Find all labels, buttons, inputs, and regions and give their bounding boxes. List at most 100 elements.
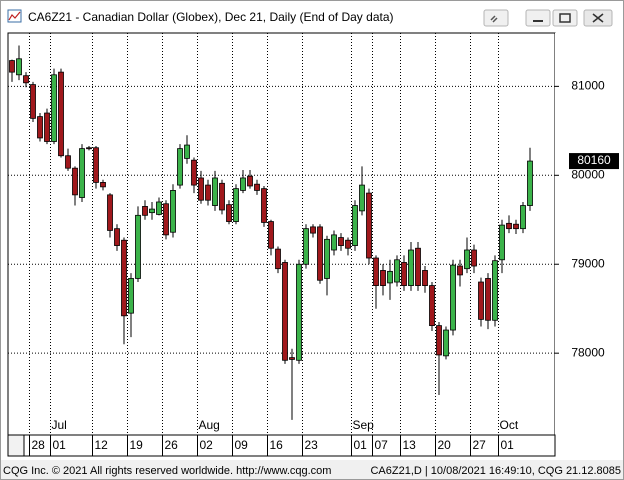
candle-body [79, 148, 85, 198]
candle-body [492, 260, 498, 321]
candle-body [450, 264, 456, 331]
candle-body [254, 183, 260, 191]
maximize-button[interactable] [552, 9, 578, 27]
month-label: Sep [353, 418, 375, 432]
month-label: Jul [52, 418, 67, 432]
candle-body [198, 177, 204, 201]
candle-body [464, 249, 470, 270]
candle-body [135, 214, 141, 279]
candle-body [373, 257, 379, 286]
y-tick-label: 79000 [571, 256, 605, 270]
y-tick-label: 78000 [571, 345, 605, 359]
candle-body [240, 177, 246, 191]
candle-body [177, 148, 183, 186]
candle-body [86, 147, 92, 150]
candle-body [282, 262, 288, 361]
footer-status: CA6Z21,D | 10/08/2021 16:49:10, CQG 21.1… [370, 465, 621, 477]
candle-body [520, 205, 526, 230]
x-tick-label: 07 [375, 438, 389, 452]
candle-body [184, 144, 190, 159]
x-tick-label: 27 [473, 438, 487, 452]
candle-body [205, 184, 211, 201]
candle-body [163, 203, 169, 236]
candle-body [429, 285, 435, 327]
candle-body [345, 239, 351, 249]
candle-body [261, 188, 267, 223]
footer-bar [1, 460, 623, 479]
x-tick-label: 01 [501, 438, 515, 452]
candle-body [366, 192, 372, 259]
candle-body [310, 226, 316, 234]
y-tick-label: 81000 [571, 79, 605, 93]
candle-body [359, 184, 365, 212]
candle-body [212, 177, 218, 206]
title-buttons[interactable] [483, 9, 613, 27]
candle-body [422, 270, 428, 286]
candle-body [65, 155, 71, 169]
candle-body [191, 159, 197, 186]
candle-body [37, 116, 43, 139]
candle-body [23, 75, 29, 84]
chart-layer: 78000 79000 80000 81000 28 01 12 19 26 02 09 16 23 01… [8, 33, 619, 456]
candle-body [170, 190, 176, 233]
x-tick-label: 02 [200, 438, 214, 452]
candle-body [352, 205, 358, 246]
candle-body [226, 204, 232, 222]
candle-body [338, 237, 344, 246]
app-icon [7, 9, 22, 23]
x-tick-label: 16 [270, 438, 284, 452]
footer-copyright: CQG Inc. © 2021 All rights reserved worl… [3, 465, 331, 477]
candle-body [72, 167, 78, 196]
candle-body [289, 357, 295, 360]
candle-body [44, 112, 50, 142]
candle-body [387, 270, 393, 284]
candle-body [394, 259, 400, 283]
x-tick-label: 23 [305, 438, 319, 452]
candle-body [457, 265, 463, 276]
x-tick-label: 01 [53, 438, 67, 452]
candle-body [107, 194, 113, 231]
candle-body [233, 188, 239, 222]
candle-body [121, 239, 127, 317]
candle-body [114, 228, 120, 246]
candle-body [415, 247, 421, 286]
x-tick-label: 13 [403, 438, 417, 452]
candle-body [478, 281, 484, 320]
candle-body [296, 263, 302, 361]
minimize-button[interactable] [525, 9, 551, 27]
last-price-label: 80160 [577, 153, 611, 167]
y-tick-label: 80000 [571, 167, 605, 181]
candle-body [275, 248, 281, 270]
candle-body [219, 182, 225, 211]
candle-body [380, 270, 386, 286]
month-label: Oct [500, 418, 519, 432]
plot-area [7, 32, 556, 436]
candle-body [93, 147, 99, 183]
candle-body [436, 325, 442, 356]
candle-body [513, 223, 519, 230]
candle-body [317, 226, 323, 281]
x-tick-label: 28 [32, 438, 46, 452]
candle-body [156, 201, 162, 215]
candle-body [58, 71, 64, 157]
price-axis [555, 33, 621, 435]
scroll-box[interactable] [7, 434, 25, 457]
candle-body [51, 74, 57, 142]
candle-body [303, 228, 309, 265]
candle-body [268, 221, 274, 249]
last-price-box [569, 153, 619, 170]
candle-body [499, 224, 505, 261]
candle-body [9, 60, 15, 73]
candle-body [527, 160, 533, 206]
candle-body [30, 84, 36, 119]
title-bar [1, 1, 623, 31]
candle-body [401, 262, 407, 286]
window-title: CA6Z21 - Canadian Dollar (Globex), Dec 2… [28, 10, 394, 24]
candle-body [506, 222, 512, 230]
x-tick-label: 01 [354, 438, 368, 452]
candle-body [408, 249, 414, 286]
candle-body [331, 234, 337, 251]
x-tick-label: 20 [438, 438, 452, 452]
